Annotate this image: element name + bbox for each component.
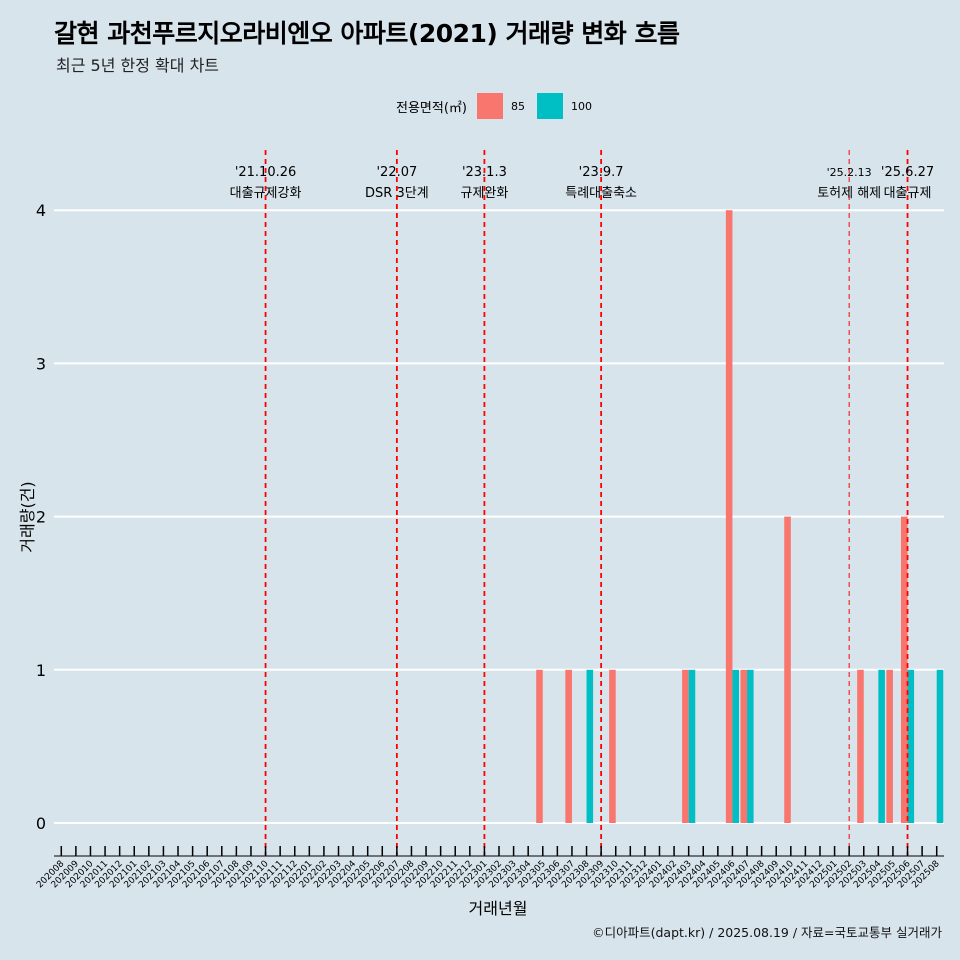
bar-85-202310 <box>609 669 616 823</box>
bar-85-202407 <box>740 669 748 823</box>
annotation-date: '23.1.3 <box>462 165 507 180</box>
annotation-date: '22.07 <box>376 165 417 180</box>
legend-title: 전용면적(㎡) <box>396 100 467 116</box>
legend-swatch-85 <box>476 93 503 119</box>
gridlines <box>54 209 944 824</box>
legend: 전용면적(㎡) 85 100 <box>396 93 604 119</box>
chart-title: 갈현 과천푸르지오라비엔오 아파트(2021) 거래량 변화 흐름 <box>54 19 680 48</box>
y-tick-label: 1 <box>36 661 46 680</box>
bar-85-202307 <box>565 669 572 823</box>
bar-100-202504 <box>878 669 885 823</box>
x-axis-title: 거래년월 <box>469 899 528 918</box>
bar-100-202407 <box>747 669 754 823</box>
annotation-date: '23.9.7 <box>579 165 624 180</box>
bar-100-202508 <box>936 669 944 823</box>
bar-100-202403 <box>688 669 696 823</box>
bars <box>536 210 944 823</box>
y-tick-label: 4 <box>36 201 46 220</box>
axes: 0123420200820200920201020201120201220210… <box>35 201 944 890</box>
event-annotations: '21.10.26 대출규제강화 '22.07 DSR 3단계 '23.1.3 규제완화 '… <box>230 150 934 855</box>
annotation-label: 대출규제강화 <box>230 186 302 201</box>
annotation-date: '25.2.13 <box>827 166 872 179</box>
chart-caption: ©디아파트(dapt.kr) / 2025.08.19 / 자료=국토교통부 실… <box>592 925 942 940</box>
bar-85-202403 <box>682 669 689 823</box>
bar-85-202410 <box>784 516 791 823</box>
bar-100-202506 <box>907 669 915 823</box>
y-tick-label: 2 <box>36 508 46 527</box>
legend-label-85: 85 <box>510 99 525 113</box>
y-axis-title: 거래량(건) <box>18 481 37 552</box>
bar-100-202308 <box>586 669 594 823</box>
legend-swatch-100 <box>536 93 563 119</box>
bar-85-202506 <box>900 516 908 823</box>
bar-85-202406 <box>725 210 733 823</box>
legend-label-100: 100 <box>570 99 592 113</box>
chart-subtitle: 최근 5년 한정 확대 차트 <box>56 56 220 75</box>
y-tick-label: 0 <box>36 814 46 833</box>
y-tick-label: 3 <box>36 354 46 373</box>
legend-key-100: 100 <box>536 93 592 119</box>
annotation-label: 대출규제 <box>884 186 932 201</box>
bar-85-202503 <box>857 669 864 823</box>
bar-85-202305 <box>536 669 543 823</box>
annotation-label: 토허제 해제 <box>817 186 881 201</box>
annotation-label: 규제완화 <box>460 186 508 201</box>
annotation-date: '21.10.26 <box>235 165 296 180</box>
annotation-label: 특례대출축소 <box>565 186 637 201</box>
bar-85-202505 <box>886 669 893 823</box>
annotation-label: DSR 3단계 <box>365 186 429 201</box>
bar-100-202406 <box>732 669 740 823</box>
annotation-date: '25.6.27 <box>881 165 934 180</box>
legend-key-85: 85 <box>476 93 525 119</box>
